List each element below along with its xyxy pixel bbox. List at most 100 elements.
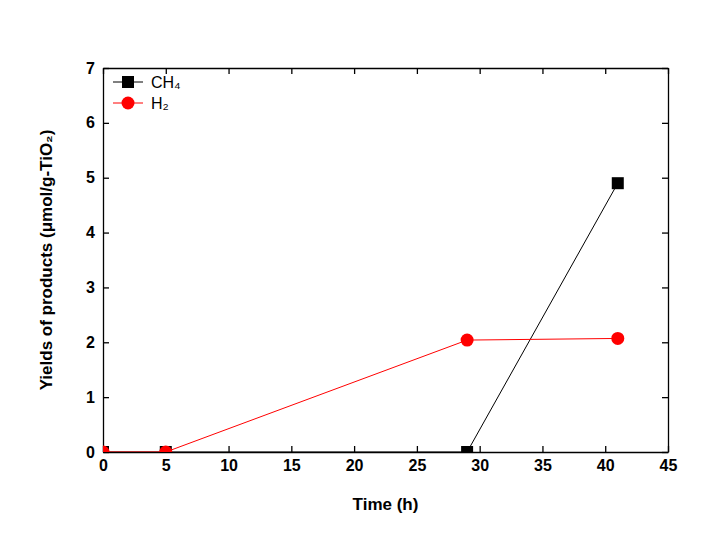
tick-label: 15 [283, 457, 301, 474]
tick-mark [662, 342, 668, 343]
tick-mark [354, 446, 355, 452]
tick: 6 [86, 114, 109, 131]
tick: 25 [408, 446, 426, 474]
tick-mark [662, 232, 668, 233]
point [160, 446, 172, 452]
legend-marker [122, 76, 134, 88]
legend-label: H₂ [151, 95, 169, 112]
tick: 30 [471, 446, 489, 474]
tick [354, 68, 355, 74]
tick-mark [662, 287, 668, 288]
tick [542, 68, 543, 74]
tick: 4 [86, 224, 109, 241]
tick-label: 45 [660, 457, 678, 474]
tick [662, 452, 668, 453]
legend-label: CH₄ [151, 74, 181, 91]
tick-label: 10 [220, 457, 238, 474]
tick-mark [480, 446, 481, 452]
tick [662, 233, 668, 234]
tick [662, 397, 668, 398]
tick-mark [103, 397, 109, 398]
tick-label: 20 [346, 457, 364, 474]
tick-mark [662, 178, 668, 179]
tick-mark [103, 232, 109, 233]
tick [662, 68, 668, 69]
tick: 20 [346, 446, 364, 474]
tick-label: 5 [162, 457, 171, 474]
tick-label: 0 [99, 457, 108, 474]
tick: 40 [597, 446, 615, 474]
tick [662, 287, 668, 288]
tick: 2 [86, 334, 109, 351]
tick-label: 2 [86, 334, 95, 351]
series-line [103, 183, 618, 452]
tick: 15 [283, 446, 301, 474]
tick-mark [417, 68, 418, 74]
point [612, 177, 624, 189]
tick-label: 0 [86, 444, 95, 461]
tick [103, 68, 104, 74]
tick-mark [103, 123, 109, 124]
tick [662, 342, 668, 343]
tick-mark [542, 68, 543, 74]
tick-label: 40 [597, 457, 615, 474]
point [461, 334, 474, 347]
point [103, 446, 109, 452]
tick-mark [480, 68, 481, 74]
x-axis-title: Time (h) [353, 495, 419, 514]
tick [480, 68, 481, 74]
tick-mark [542, 446, 543, 452]
tick-mark [605, 446, 606, 452]
tick-mark [354, 68, 355, 74]
y-axis-right [662, 69, 669, 453]
tick-label: 35 [534, 457, 552, 474]
point [461, 446, 473, 452]
tick-label: 1 [86, 389, 95, 406]
tick: 35 [534, 446, 552, 474]
tick-label: 30 [471, 457, 489, 474]
tick: 5 [86, 169, 109, 186]
axis-line [103, 69, 104, 453]
tick-mark [605, 68, 606, 74]
data-area [103, 177, 624, 452]
x-axis: 0 5 10 15 20 25 30 35 40 45 [99, 446, 677, 474]
tick-mark [228, 68, 229, 74]
legend: CH₄ H₂ [113, 74, 181, 112]
tick-label: 6 [86, 114, 95, 131]
tick [605, 68, 606, 74]
x-axis-top [104, 68, 669, 74]
tick-mark [103, 342, 109, 343]
axis-line [668, 69, 669, 453]
plot: 05101520253035404501234567CH₄H₂ [86, 60, 677, 475]
tick-mark [103, 68, 104, 74]
point [103, 446, 110, 453]
series-line [103, 338, 618, 452]
tick: 1 [86, 389, 109, 406]
tick-mark [662, 68, 668, 69]
legend-marker [122, 97, 135, 110]
tick-mark [103, 178, 109, 179]
tick-mark [291, 68, 292, 74]
tick-mark [417, 446, 418, 452]
tick-mark [662, 123, 668, 124]
tick: 3 [86, 279, 109, 296]
tick: 0 [86, 444, 109, 461]
tick-mark [103, 452, 109, 453]
tick [662, 123, 668, 124]
tick-label: 7 [86, 60, 95, 77]
tick [229, 68, 230, 74]
tick-mark [103, 287, 109, 288]
axis-line [104, 68, 669, 69]
tick-label: 25 [408, 457, 426, 474]
tick [291, 68, 292, 74]
y-axis: 0 1 2 3 4 5 6 7 [86, 60, 109, 461]
tick-mark [228, 446, 229, 452]
tick: 10 [220, 446, 238, 474]
tick-mark [662, 397, 668, 398]
tick [417, 68, 418, 74]
tick-label: 4 [86, 224, 95, 241]
tick-mark [662, 452, 668, 453]
axis-line [104, 452, 669, 453]
tick-label: 5 [86, 169, 95, 186]
point [159, 446, 172, 453]
